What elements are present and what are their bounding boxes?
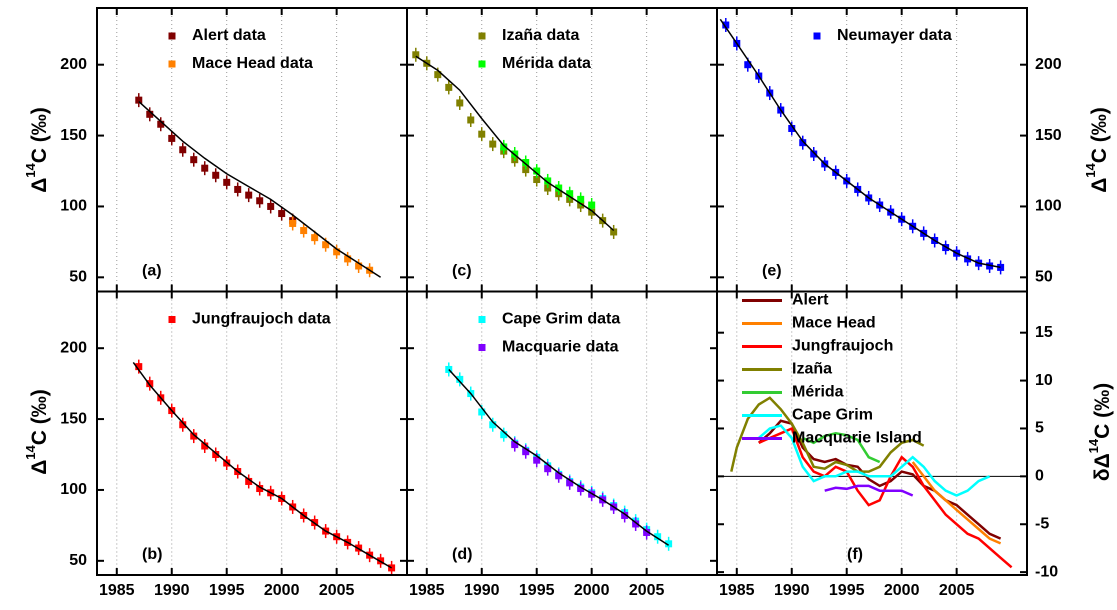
y-tick-label: 100	[60, 198, 87, 215]
legend-label: Macquarie Island	[792, 430, 922, 447]
y-tick-label: 50	[69, 552, 87, 569]
legend-label: Cape Grim data	[502, 311, 620, 328]
panel-label: (f)	[847, 546, 863, 563]
x-tick-label: 2000	[884, 582, 920, 599]
x-tick-label: 1995	[829, 582, 865, 599]
panel-label: (c)	[452, 263, 472, 280]
legend-label: Jungfraujoch data	[192, 311, 331, 328]
fit-line	[719, 18, 1001, 269]
y-tick-label: 5	[1035, 420, 1044, 437]
legend-marker	[168, 60, 176, 68]
x-tick-label: 1985	[99, 582, 135, 599]
panel-label: (b)	[142, 546, 162, 563]
legend-marker	[478, 316, 486, 323]
y-tick-label: 150	[60, 410, 87, 427]
y-tick-label: -5	[1035, 515, 1049, 532]
x-tick-label: 1985	[719, 582, 755, 599]
y-label-part: C (‰)	[1091, 383, 1114, 439]
y2-axis-label: δΔ14C (‰)	[1086, 383, 1113, 481]
legend-marker	[168, 316, 176, 323]
y-label-part: C (‰)	[28, 107, 51, 163]
y-tick-label: 150	[1035, 127, 1062, 144]
x-tick-label: 2005	[629, 582, 665, 599]
x-tick-label: 1995	[519, 582, 555, 599]
y-axis-label: Δ14C (‰)	[1083, 107, 1110, 193]
legend-marker	[478, 344, 486, 351]
y-tick-label: 200	[60, 339, 87, 356]
panel-frame	[406, 7, 718, 293]
series-line	[758, 426, 1013, 569]
legend-label: Izaña data	[502, 27, 579, 44]
x-tick-label: 1985	[409, 582, 445, 599]
y-label-part: C (‰)	[1088, 107, 1111, 163]
legend-label: Macquarie data	[502, 339, 619, 356]
legend-label: Neumayer data	[837, 27, 952, 44]
y-label-part: 14	[1083, 162, 1098, 177]
x-tick-label: 1990	[464, 582, 500, 599]
series-line	[757, 424, 991, 497]
x-tick-label: 1990	[154, 582, 190, 599]
y-label-part: 14	[1086, 438, 1101, 453]
x-tick-label: 1995	[209, 582, 245, 599]
y-label-part: Δ	[28, 460, 51, 475]
fit-line	[132, 361, 392, 569]
series-line	[757, 419, 1002, 540]
y-tick-label: 100	[60, 481, 87, 498]
x-tick-label: 1990	[774, 582, 810, 599]
panel-frame	[716, 290, 1028, 576]
legend-label: Mérida	[792, 384, 844, 401]
panel-label: (d)	[452, 546, 472, 563]
y-label-part: 14	[23, 444, 38, 459]
legend-marker	[478, 60, 486, 68]
legend-marker	[168, 32, 176, 40]
x-tick-label: 2000	[574, 582, 610, 599]
panel-frame	[96, 7, 408, 293]
x-tick-label: 2005	[319, 582, 355, 599]
panel-frame	[716, 7, 1028, 293]
x-tick-label: 2005	[939, 582, 975, 599]
y-tick-label: 10	[1035, 372, 1053, 389]
y-label-part: Δ	[28, 178, 51, 193]
y-tick-label: 50	[1035, 269, 1053, 286]
legend-label: Mace Head data	[192, 55, 313, 72]
y-tick-label: 200	[1035, 56, 1062, 73]
legend-label: Alert data	[192, 27, 266, 44]
y-tick-label: 100	[1035, 198, 1062, 215]
legend-label: Cape Grim	[792, 407, 873, 424]
fit-line	[415, 55, 615, 232]
legend-marker	[478, 32, 486, 40]
y-tick-label: 0	[1035, 468, 1044, 485]
legend-marker	[813, 32, 821, 40]
series-line	[824, 484, 914, 497]
fit-line	[138, 101, 382, 278]
y-tick-label: 50	[69, 269, 87, 286]
legend-label: Jungfraujoch	[792, 338, 893, 355]
panel-frame	[406, 290, 718, 576]
series-line	[730, 396, 925, 473]
series-line	[911, 461, 1002, 545]
y-label-part: 14	[23, 162, 38, 177]
x-tick-label: 2000	[264, 582, 300, 599]
y-axis-label: Δ14C (‰)	[23, 107, 50, 193]
legend-label: Mace Head	[792, 315, 876, 332]
y-label-part: C (‰)	[28, 389, 51, 445]
panel-frame	[96, 290, 408, 576]
y-label-part: Δ	[1088, 178, 1111, 193]
legend-label: Mérida data	[502, 55, 591, 72]
y-tick-label: -10	[1035, 563, 1058, 580]
legend-label: Izaña	[792, 361, 832, 378]
y-tick-label: 150	[60, 127, 87, 144]
legend-label: Alert	[792, 292, 829, 309]
y-axis-label: Δ14C (‰)	[23, 389, 50, 475]
panel-label: (a)	[142, 263, 162, 280]
fit-line	[448, 368, 670, 546]
panel-label: (e)	[762, 263, 782, 280]
y-tick-label: 200	[60, 56, 87, 73]
y-tick-label: 15	[1035, 324, 1053, 341]
series-line	[802, 432, 881, 464]
y-label-part: δΔ	[1091, 453, 1114, 481]
